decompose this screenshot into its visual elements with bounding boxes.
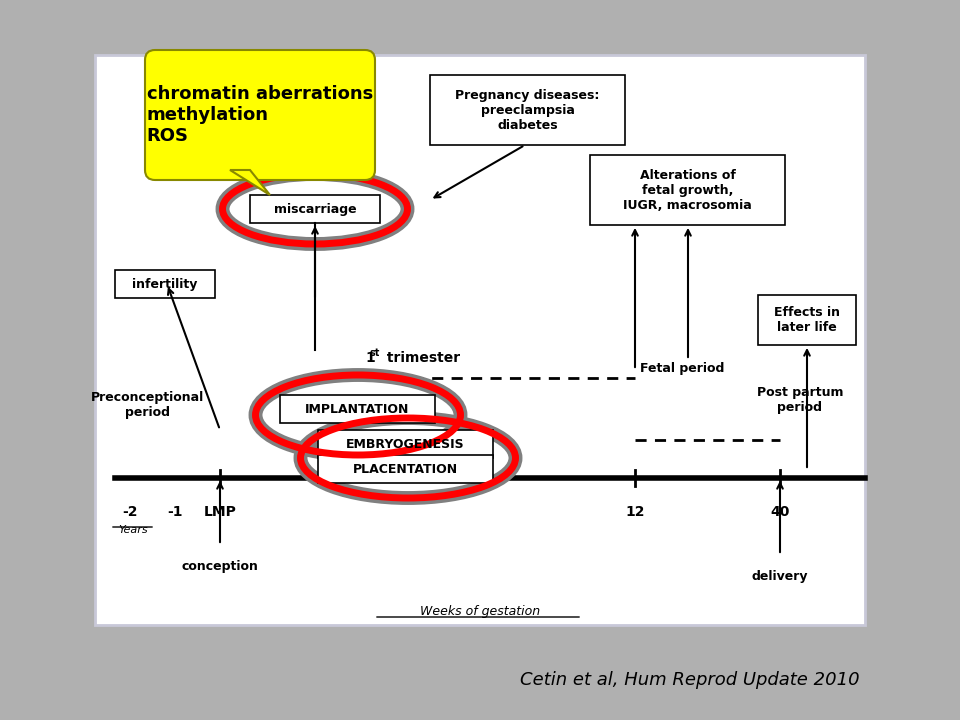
Text: Pregnancy diseases:
preeclampsia
diabetes: Pregnancy diseases: preeclampsia diabete… [455, 89, 600, 132]
FancyBboxPatch shape [280, 395, 435, 423]
Text: st: st [370, 348, 380, 358]
FancyBboxPatch shape [590, 155, 785, 225]
Text: 40: 40 [770, 505, 790, 519]
Text: Preconceptional
period: Preconceptional period [90, 391, 204, 419]
Text: 1: 1 [365, 351, 374, 365]
Text: delivery: delivery [752, 570, 808, 583]
Text: 12: 12 [625, 505, 645, 519]
Text: miscarriage: miscarriage [274, 202, 356, 215]
Text: -1: -1 [167, 505, 182, 519]
FancyBboxPatch shape [250, 195, 380, 223]
Text: Weeks of gestation: Weeks of gestation [420, 605, 540, 618]
Text: PLACENTATION: PLACENTATION [353, 462, 458, 475]
Text: LMP: LMP [204, 505, 236, 519]
Text: EMBRYOGENESIS: EMBRYOGENESIS [347, 438, 465, 451]
FancyBboxPatch shape [115, 270, 215, 298]
Text: Effects in
later life: Effects in later life [774, 306, 840, 334]
Text: Fetal period: Fetal period [640, 361, 725, 374]
Text: chromatin aberrations
methylation
ROS: chromatin aberrations methylation ROS [147, 85, 373, 145]
Text: infertility: infertility [132, 277, 198, 290]
FancyBboxPatch shape [758, 295, 856, 345]
Text: Alterations of
fetal growth,
IUGR, macrosomia: Alterations of fetal growth, IUGR, macro… [623, 168, 752, 212]
Text: Cetin et al, Hum Reprod Update 2010: Cetin et al, Hum Reprod Update 2010 [520, 671, 860, 689]
Polygon shape [230, 170, 270, 195]
FancyBboxPatch shape [145, 50, 375, 180]
Text: -2: -2 [122, 505, 137, 519]
Text: trimester: trimester [382, 351, 460, 365]
FancyBboxPatch shape [95, 55, 865, 625]
FancyBboxPatch shape [318, 430, 493, 458]
FancyBboxPatch shape [430, 75, 625, 145]
Text: conception: conception [181, 560, 258, 573]
FancyBboxPatch shape [318, 455, 493, 483]
Text: Years: Years [118, 525, 148, 535]
Text: IMPLANTATION: IMPLANTATION [305, 402, 410, 415]
Text: Post partum
period: Post partum period [756, 386, 843, 414]
